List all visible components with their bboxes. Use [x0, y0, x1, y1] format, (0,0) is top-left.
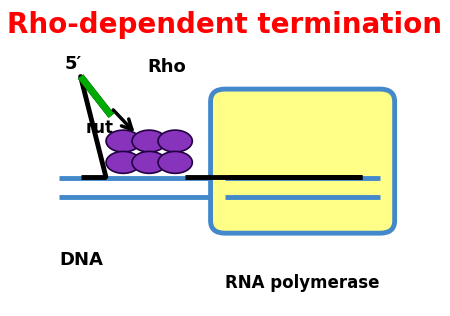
Text: Rho: Rho: [148, 58, 187, 76]
Ellipse shape: [132, 151, 166, 173]
Text: DNA: DNA: [59, 251, 103, 269]
Text: RNA polymerase: RNA polymerase: [225, 274, 380, 292]
Ellipse shape: [158, 130, 192, 152]
Ellipse shape: [158, 151, 192, 173]
FancyBboxPatch shape: [211, 89, 395, 233]
Text: rut: rut: [86, 119, 114, 137]
Ellipse shape: [106, 130, 140, 152]
Ellipse shape: [106, 151, 140, 173]
Text: 5′: 5′: [64, 55, 81, 73]
Text: Rho-dependent termination: Rho-dependent termination: [8, 11, 442, 39]
Ellipse shape: [132, 130, 166, 152]
